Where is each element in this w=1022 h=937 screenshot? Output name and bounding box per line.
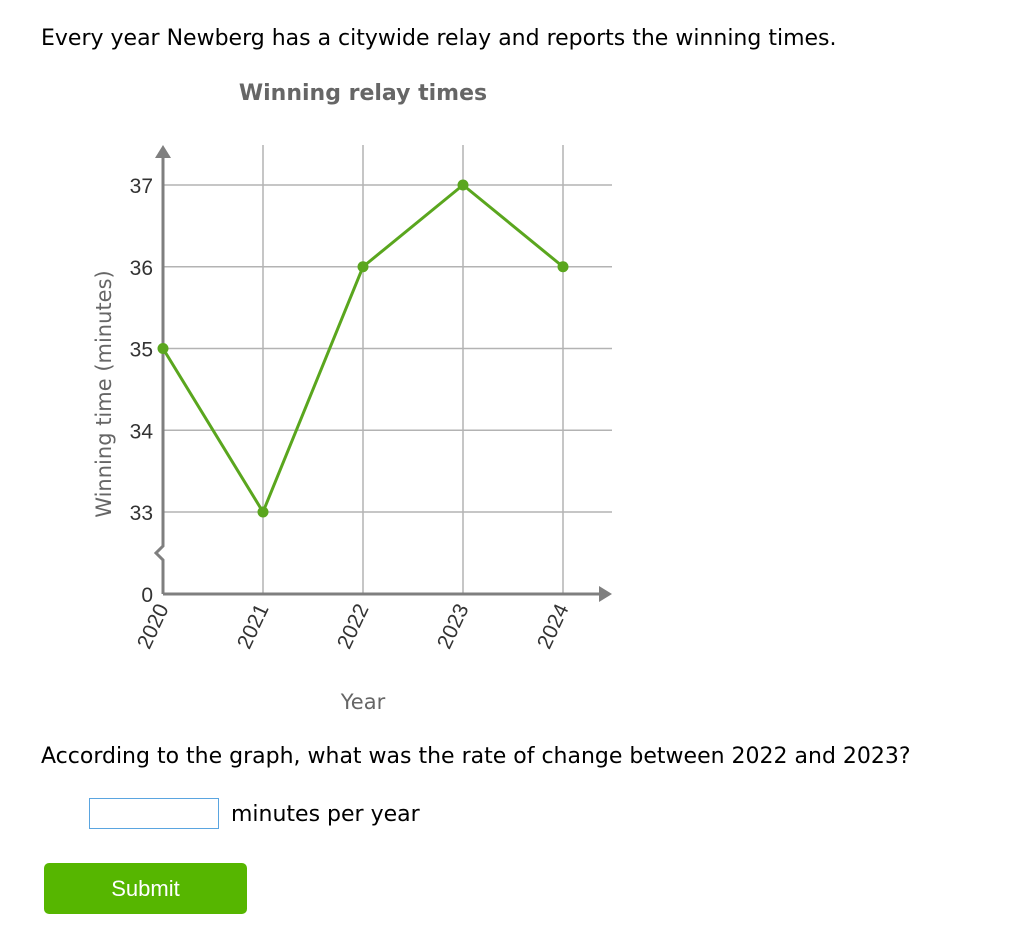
y-tick-label: 35 <box>130 339 153 362</box>
y-tick-label: 0 <box>141 584 153 607</box>
y-tick-label: 34 <box>130 420 154 443</box>
chart-title: Winning relay times <box>239 81 487 106</box>
y-axis-label: Winning time (minutes) <box>92 270 116 517</box>
x-axis-arrow-icon <box>599 586 612 602</box>
y-axis <box>153 157 165 594</box>
line-chart: Winning relay times 0 33 34 35 36 37 2020 2021 2… <box>92 81 612 714</box>
y-axis-arrow-icon <box>155 145 171 158</box>
data-point <box>357 261 369 273</box>
intro-text: Every year Newberg has a citywide relay … <box>41 26 837 51</box>
data-point <box>157 343 169 354</box>
y-tick-label: 37 <box>130 175 153 198</box>
x-tick-label: 2022 <box>333 600 374 652</box>
unit-label: minutes per year <box>231 802 420 827</box>
answer-input[interactable] <box>89 798 219 829</box>
data-point <box>457 179 469 191</box>
x-axis-label: Year <box>340 690 386 714</box>
data-point <box>257 506 269 518</box>
x-tick-label: 2024 <box>533 600 574 652</box>
x-tick-label: 2023 <box>433 600 474 652</box>
data-point <box>557 261 569 273</box>
y-tick-label: 33 <box>130 502 153 525</box>
x-tick-label: 2021 <box>233 600 274 652</box>
x-tick-label: 2020 <box>133 600 174 652</box>
question-prompt: According to the graph, what was the rat… <box>41 744 911 769</box>
y-tick-label: 36 <box>130 257 153 280</box>
submit-button[interactable]: Submit <box>44 863 247 914</box>
